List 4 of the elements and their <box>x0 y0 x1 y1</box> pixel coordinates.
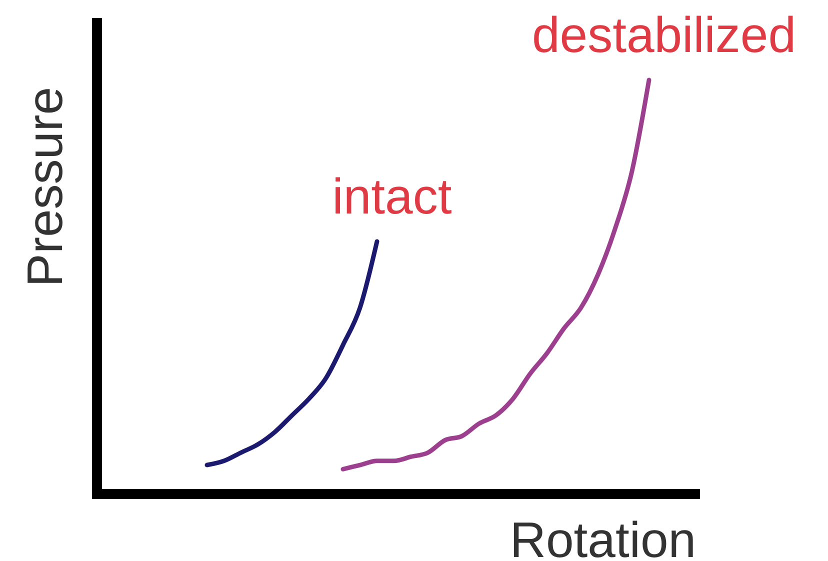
series-label: destabilized <box>532 7 796 63</box>
series-label: intact <box>332 168 452 224</box>
x-axis-title: Rotation <box>510 512 696 561</box>
y-axis-title: Pressure <box>17 86 73 288</box>
